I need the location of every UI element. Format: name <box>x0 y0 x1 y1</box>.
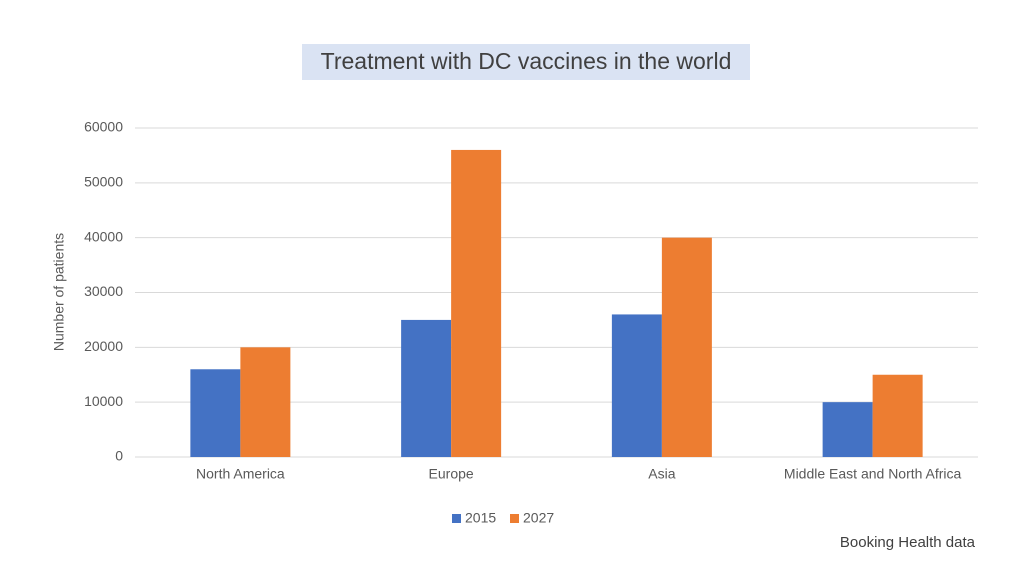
bar <box>240 347 291 457</box>
bar <box>872 374 923 457</box>
title-background <box>302 44 750 80</box>
bar <box>401 319 452 457</box>
y-tick-label: 10000 <box>84 393 123 409</box>
y-tick-label: 40000 <box>84 228 123 244</box>
y-tick-label: 30000 <box>84 283 123 299</box>
legend-swatch <box>452 514 461 523</box>
bar <box>451 149 502 457</box>
bar <box>822 402 873 457</box>
y-tick-label: 50000 <box>84 174 123 190</box>
y-tick-label: 20000 <box>84 338 123 354</box>
legend-swatch <box>510 514 519 523</box>
x-tick-label: North America <box>196 466 285 482</box>
x-tick-label: Middle East and North Africa <box>784 466 962 482</box>
y-axis-label: Number of patients <box>51 233 67 351</box>
y-tick-label: 60000 <box>84 119 123 135</box>
x-tick-label: Asia <box>648 466 675 482</box>
chart-title: Treatment with DC vaccines in the world <box>321 48 732 74</box>
source-note: Booking Health data <box>840 534 976 551</box>
x-tick-label: Europe <box>429 466 474 482</box>
bar <box>661 237 712 457</box>
y-tick-label: 0 <box>115 448 123 464</box>
legend-label: 2015 <box>465 510 496 526</box>
legend-label: 2027 <box>523 510 554 526</box>
bar <box>611 314 662 457</box>
bar <box>190 369 241 457</box>
